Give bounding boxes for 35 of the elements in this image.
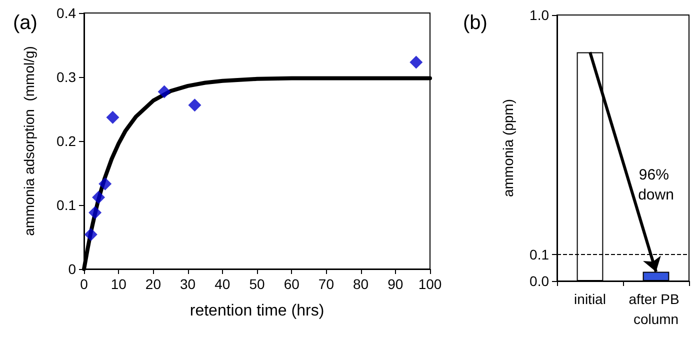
x-axis-title: retention time (hrs) (190, 302, 324, 320)
x-tick-label: 0 (80, 276, 88, 292)
y-tick-label: 0.0 (530, 273, 550, 289)
x-tick-label: 90 (388, 276, 404, 292)
chart-title: (a) (13, 12, 38, 34)
x-tick-label: 50 (249, 276, 265, 292)
x-tick-label: 80 (353, 276, 369, 292)
point (84, 228, 98, 241)
y-tick-label: 0 (68, 261, 76, 277)
point (106, 110, 120, 124)
x-tick-label: 20 (145, 276, 162, 292)
x-tick-label: after PB column (628, 291, 684, 327)
point (88, 206, 102, 220)
annotation: 96% down (638, 166, 674, 204)
point (410, 56, 423, 69)
y-tick-label: 0.2 (56, 133, 76, 149)
point (92, 190, 106, 204)
x-tick-label: 100 (418, 276, 442, 292)
chart-title: (b) (463, 12, 488, 34)
x-tick-label: initial (574, 291, 606, 307)
x-tick-label: 10 (110, 276, 127, 292)
x-tick-label: 70 (318, 276, 334, 292)
y-axis-title: ammonia (ppm) (500, 98, 516, 198)
y-tick-label: 0.3 (56, 69, 76, 85)
point (98, 177, 112, 190)
y-tick-label: 0.4 (56, 5, 76, 21)
y-axis-title: ammonia adsorption (mmol/g) (21, 46, 37, 236)
x-tick-label: 40 (214, 276, 230, 292)
y-tick-label: 1.0 (530, 7, 550, 23)
point (188, 98, 202, 112)
point (158, 85, 171, 98)
y-tick-label: 0.1 (56, 197, 76, 213)
y-tick-label: 0.1 (530, 246, 550, 262)
x-tick-label: 30 (180, 276, 196, 292)
x-tick-label: 60 (284, 276, 300, 292)
